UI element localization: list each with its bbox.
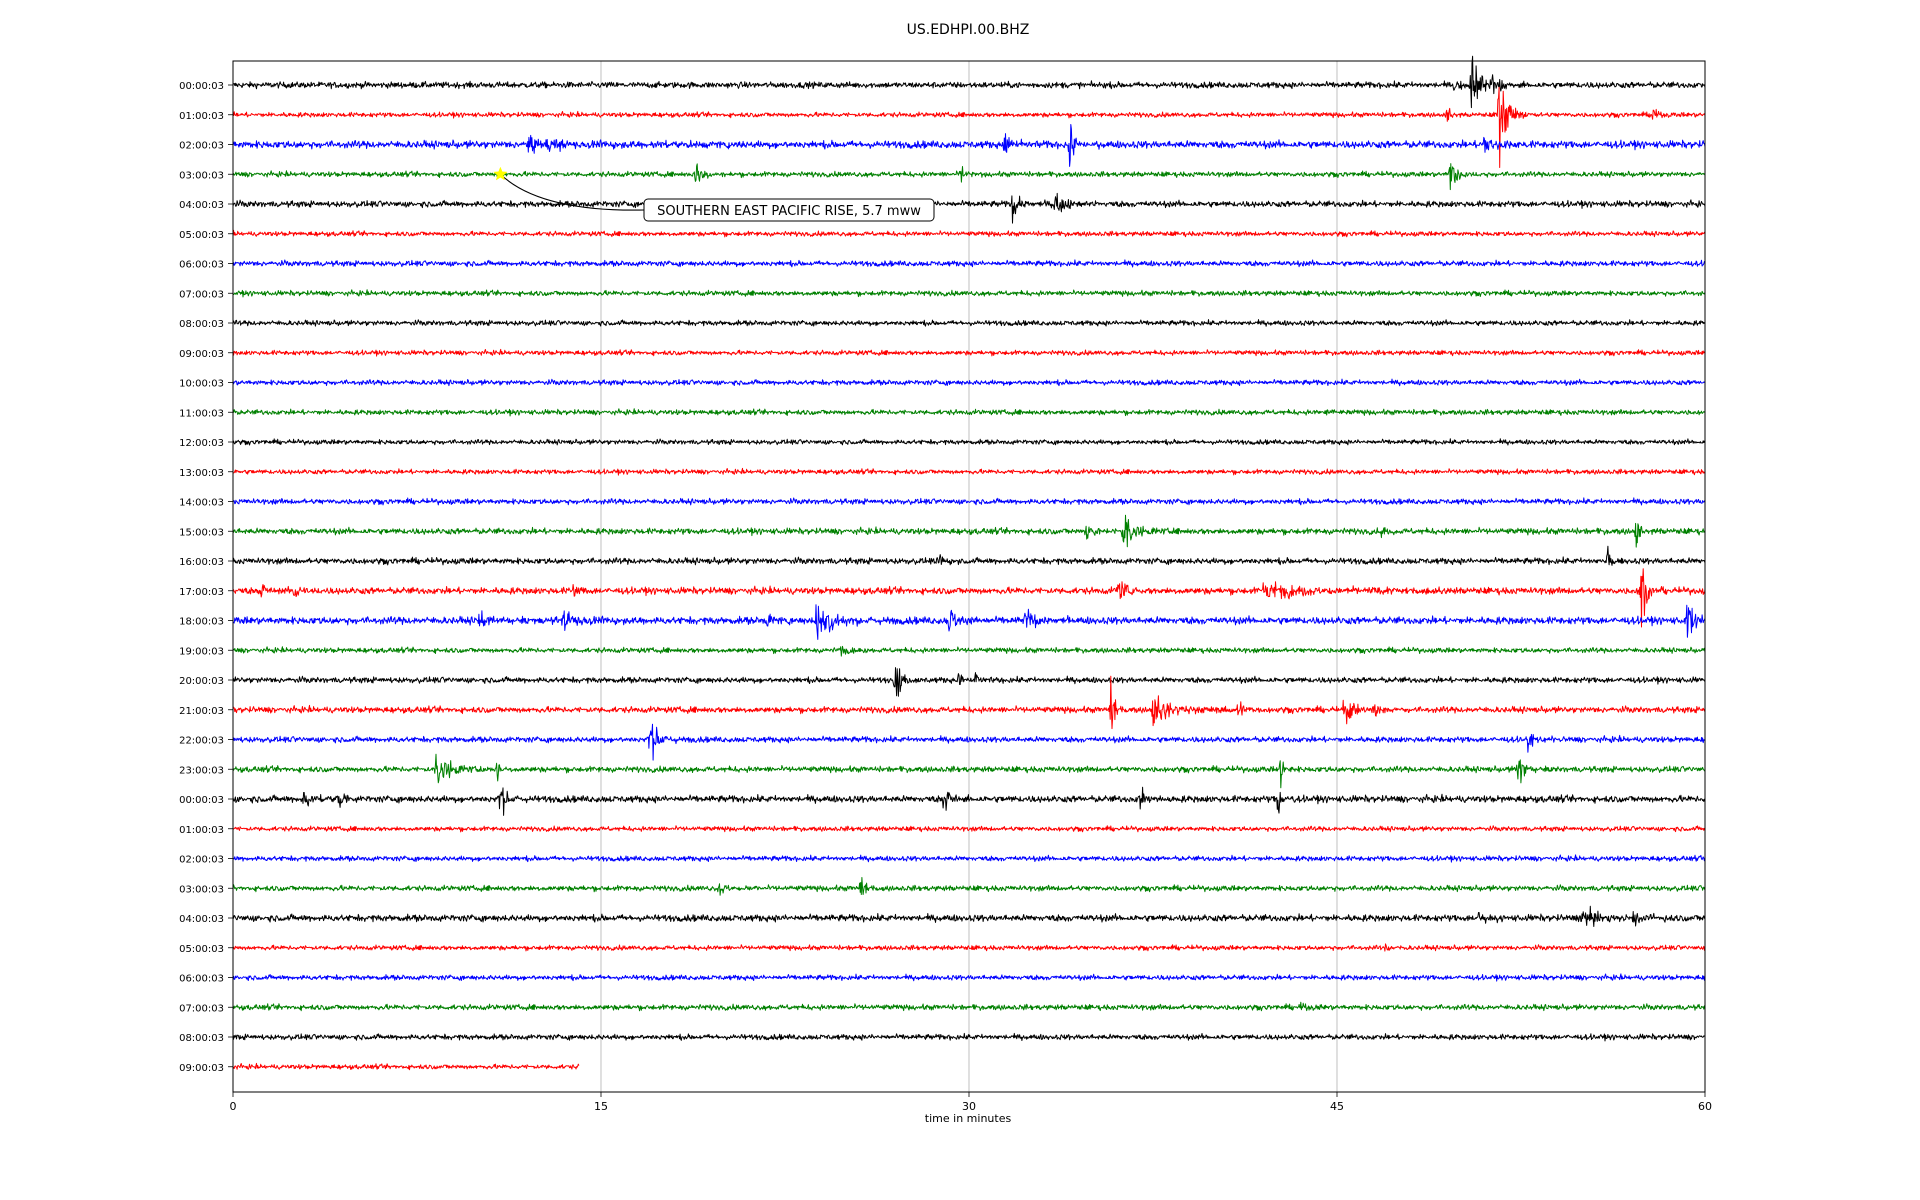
row-label-26: 02:00:03 [179, 855, 224, 866]
x-tick-label-30: 30 [962, 1100, 976, 1113]
trace-row-28 [232, 905, 1706, 927]
trace-row-23 [232, 753, 1706, 789]
x-axis-label: time in minutes [925, 1112, 1012, 1125]
row-label-23: 23:00:03 [179, 765, 224, 776]
row-label-1: 01:00:03 [179, 111, 224, 122]
row-label-5: 05:00:03 [179, 230, 224, 241]
row-label-6: 06:00:03 [179, 260, 224, 271]
x-tick-label-15: 15 [594, 1100, 608, 1113]
trace-row-4 [232, 192, 1706, 224]
row-label-31: 07:00:03 [179, 1003, 224, 1014]
row-label-21: 21:00:03 [179, 706, 224, 717]
trace-row-24 [232, 786, 1706, 816]
trace-row-8 [232, 319, 1706, 327]
trace-row-33 [232, 1062, 580, 1071]
seismic-traces [232, 55, 1706, 1071]
row-label-22: 22:00:03 [179, 736, 224, 747]
trace-row-22 [232, 723, 1706, 761]
trace-row-11 [232, 408, 1706, 417]
trace-row-14 [232, 497, 1706, 506]
row-label-7: 07:00:03 [179, 289, 224, 300]
trace-row-27 [232, 877, 1706, 896]
trace-row-25 [232, 825, 1706, 833]
row-label-27: 03:00:03 [179, 884, 224, 895]
trace-row-12 [232, 438, 1706, 446]
row-label-30: 06:00:03 [179, 974, 224, 985]
trace-row-30 [232, 973, 1706, 982]
row-label-17: 17:00:03 [179, 587, 224, 598]
row-label-10: 10:00:03 [179, 379, 224, 390]
row-label-11: 11:00:03 [179, 408, 224, 419]
trace-row-16 [232, 545, 1706, 566]
annotation-text: SOUTHERN EAST PACIFIC RISE, 5.7 mww [657, 204, 921, 219]
row-label-33: 09:00:03 [179, 1063, 224, 1074]
trace-row-5 [232, 229, 1706, 238]
event-annotations: SOUTHERN EAST PACIFIC RISE, 5.7 mww [493, 166, 935, 222]
x-axis-ticks: 0 15 30 45 60 [230, 1092, 1712, 1113]
trace-row-9 [232, 348, 1706, 357]
trace-row-20 [232, 667, 1706, 697]
trace-row-1 [232, 86, 1706, 168]
annotation-connector [500, 173, 645, 211]
trace-row-31 [232, 1001, 1706, 1012]
row-label-32: 08:00:03 [179, 1033, 224, 1044]
row-label-25: 01:00:03 [179, 825, 224, 836]
row-label-19: 19:00:03 [179, 646, 224, 657]
row-label-9: 09:00:03 [179, 349, 224, 360]
row-label-24: 00:00:03 [179, 795, 224, 806]
trace-row-26 [232, 854, 1706, 863]
row-label-2: 02:00:03 [179, 141, 224, 152]
row-label-13: 13:00:03 [179, 468, 224, 479]
trace-row-3 [232, 163, 1706, 191]
trace-row-13 [232, 467, 1706, 476]
trace-row-19 [233, 645, 1706, 657]
row-label-4: 04:00:03 [179, 200, 224, 211]
trace-row-32 [232, 1032, 1706, 1042]
trace-row-17 [232, 568, 1706, 628]
row-label-16: 16:00:03 [179, 557, 224, 568]
row-label-20: 20:00:03 [179, 676, 224, 687]
row-label-28: 04:00:03 [179, 914, 224, 925]
annotation-box [643, 198, 935, 222]
chart-title: US.EDHPI.00.BHZ [907, 22, 1030, 38]
trace-row-0 [232, 55, 1706, 109]
row-label-14: 14:00:03 [179, 498, 224, 509]
x-tick-label-45: 45 [1330, 1100, 1344, 1113]
row-label-3: 03:00:03 [179, 170, 224, 181]
trace-row-15 [232, 514, 1706, 548]
trace-row-10 [232, 378, 1706, 387]
row-time-labels: 00:00:03 01:00:03 02:00:03 03:00:03 04:00:03… [179, 81, 233, 1074]
row-label-0: 00:00:03 [179, 81, 224, 92]
trace-row-2 [232, 124, 1706, 167]
x-tick-label-60: 60 [1698, 1100, 1712, 1113]
trace-row-29 [232, 943, 1706, 952]
event-star-marker [493, 166, 508, 181]
row-label-18: 18:00:03 [179, 617, 224, 628]
x-tick-label-0: 0 [230, 1100, 237, 1113]
row-label-8: 08:00:03 [179, 319, 224, 330]
trace-row-6 [232, 259, 1706, 268]
row-label-15: 15:00:03 [179, 527, 224, 538]
trace-row-7 [232, 289, 1706, 298]
row-label-12: 12:00:03 [179, 438, 224, 449]
row-label-29: 05:00:03 [179, 944, 224, 955]
trace-row-21 [232, 675, 1706, 730]
trace-row-18 [232, 604, 1706, 640]
